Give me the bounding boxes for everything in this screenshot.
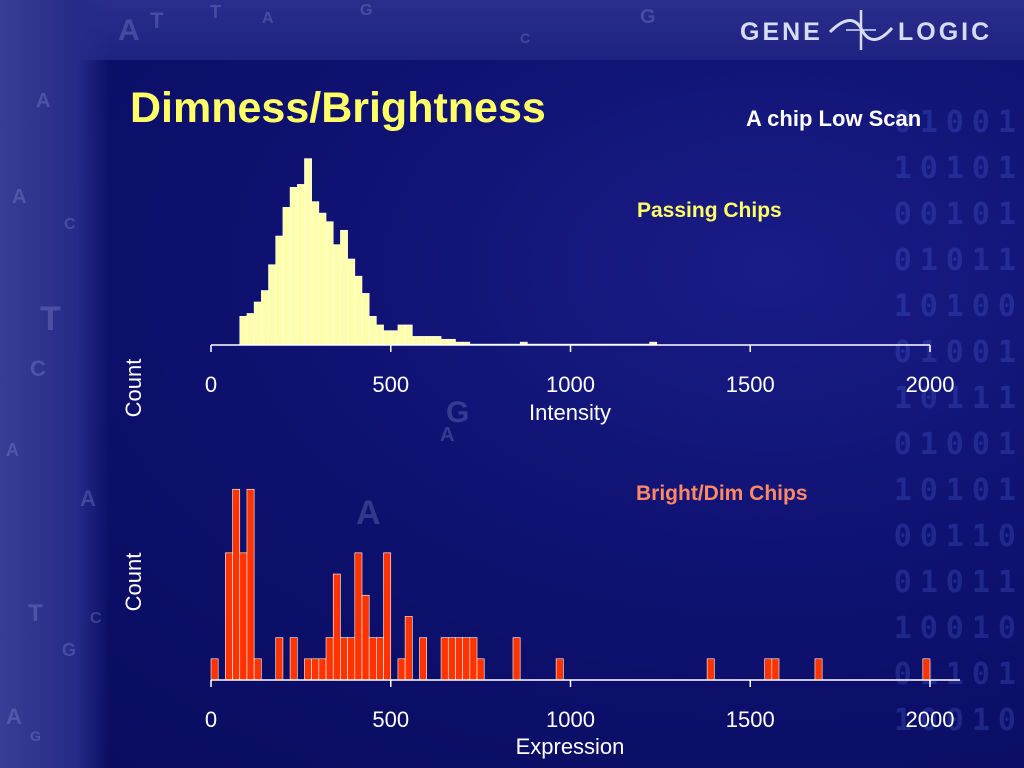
histogram-bar: [433, 336, 442, 346]
histogram-bar: [476, 658, 485, 681]
histogram-bar: [332, 244, 341, 346]
x-tick-label: 0: [205, 372, 217, 397]
histogram-bar: [225, 552, 233, 681]
histogram-bar: [469, 637, 478, 681]
histogram-bar: [706, 658, 715, 681]
histogram-bar: [404, 616, 413, 681]
histogram-bar: [376, 324, 384, 346]
histogram-bar: [440, 338, 449, 346]
x-tick-label: 2000: [906, 372, 955, 397]
x-tick-label: 0: [205, 707, 217, 732]
histogram-bar: [325, 637, 334, 681]
histogram-bar: [318, 658, 327, 681]
histogram-bar: [922, 658, 931, 681]
histogram-bar: [332, 573, 341, 681]
x-tick-label: 1000: [546, 707, 595, 732]
x-axis: 0 500 1000 1500 2000: [205, 679, 960, 732]
histogram-bar: [383, 330, 392, 346]
histogram-bar: [426, 336, 435, 346]
histogram-bar: [347, 258, 356, 346]
y-axis-title: Count: [121, 553, 146, 612]
histogram-bar: [347, 637, 356, 681]
histogram-bar: [404, 324, 413, 346]
histogram-bar: [282, 207, 291, 346]
histogram-bar: [304, 158, 312, 346]
slide-title: Dimness/Brightness: [130, 84, 546, 132]
histogram-bar: [361, 594, 370, 681]
histogram-bar: [289, 186, 298, 346]
histogram-bar: [253, 301, 262, 346]
histogram-bar: [311, 201, 320, 346]
decorative-binary-digits: 01001 10101 00101 01011 10100 01001 10111 01001…: [893, 105, 1024, 738]
histogram-bar: [246, 488, 255, 681]
histogram-bar: [296, 184, 305, 346]
x-axis-title: Intensity: [529, 400, 611, 425]
x-axis: 0 500 1000 1500 2000: [205, 344, 955, 397]
histogram-bar: [764, 658, 773, 681]
logo-word-logic: LOGIC: [898, 18, 993, 46]
passing-chips-histogram: Count Passing Chips 0 500 1000 1500 2000 Int…: [121, 158, 955, 425]
histogram-bar: [232, 488, 241, 681]
histogram-bar: [325, 221, 334, 346]
x-axis-title: Expression: [516, 734, 625, 759]
histogram-bar: [419, 637, 428, 681]
histogram-bar: [419, 336, 428, 346]
histogram-bar: [261, 290, 269, 346]
histogram-bar: [412, 336, 420, 346]
histogram-bar: [268, 264, 277, 346]
x-tick-label: 1000: [546, 372, 595, 397]
decorative-left-strip: [0, 0, 110, 768]
histogram-bar: [376, 637, 384, 681]
histogram-bar: [340, 229, 348, 346]
histogram-bar: [555, 658, 564, 681]
histogram-bar: [447, 338, 456, 346]
histogram-bar: [340, 637, 348, 681]
histogram-bar: [354, 275, 363, 346]
x-tick-label: 500: [372, 707, 409, 732]
histogram-bar: [275, 235, 284, 346]
histogram-bar: [771, 658, 780, 681]
histogram-bar: [210, 658, 219, 681]
histogram-bar: [368, 316, 377, 346]
histogram-bar: [253, 658, 262, 681]
histogram-bar: [318, 212, 327, 346]
histogram-bar: [275, 637, 284, 681]
histogram-bar: [289, 637, 298, 681]
histogram-bar: [455, 637, 463, 681]
histogram-bar: [304, 658, 312, 681]
histogram-bar: [440, 637, 449, 681]
histogram-bar: [361, 293, 370, 346]
x-tick-label: 2000: [906, 707, 955, 732]
histogram-bar: [311, 658, 320, 681]
histogram-bar: [354, 552, 363, 681]
histogram-bar: [239, 552, 248, 681]
series-label-bright-dim-chips: Bright/Dim Chips: [636, 482, 808, 505]
x-tick-label: 1500: [726, 372, 775, 397]
slide-subtitle: A chip Low Scan: [746, 106, 922, 131]
bars-group: [210, 488, 931, 681]
logo-word-gene: GENE: [740, 18, 823, 46]
logo-emblem-icon: [828, 10, 894, 50]
histogram-bar: [383, 552, 392, 681]
histogram-bar: [390, 330, 399, 346]
histogram-bar: [512, 637, 521, 681]
histogram-bar: [447, 637, 456, 681]
bars-group: [239, 158, 658, 346]
bright-dim-chips-histogram: Count Bright/Dim Chips 0 500 1000 1500 2000 …: [121, 482, 960, 759]
histogram-bar: [368, 637, 377, 681]
histogram-bar: [246, 313, 255, 346]
histogram-bar: [397, 324, 406, 346]
x-tick-label: 1500: [726, 707, 775, 732]
y-axis-title: Count: [121, 359, 146, 418]
histogram-bar: [397, 658, 406, 681]
company-logo: GENE LOGIC: [740, 8, 1000, 52]
histogram-bar: [239, 316, 248, 346]
histogram-bar: [462, 637, 471, 681]
histogram-bar: [814, 658, 823, 681]
series-label-passing-chips: Passing Chips: [637, 199, 782, 222]
x-tick-label: 500: [372, 372, 409, 397]
